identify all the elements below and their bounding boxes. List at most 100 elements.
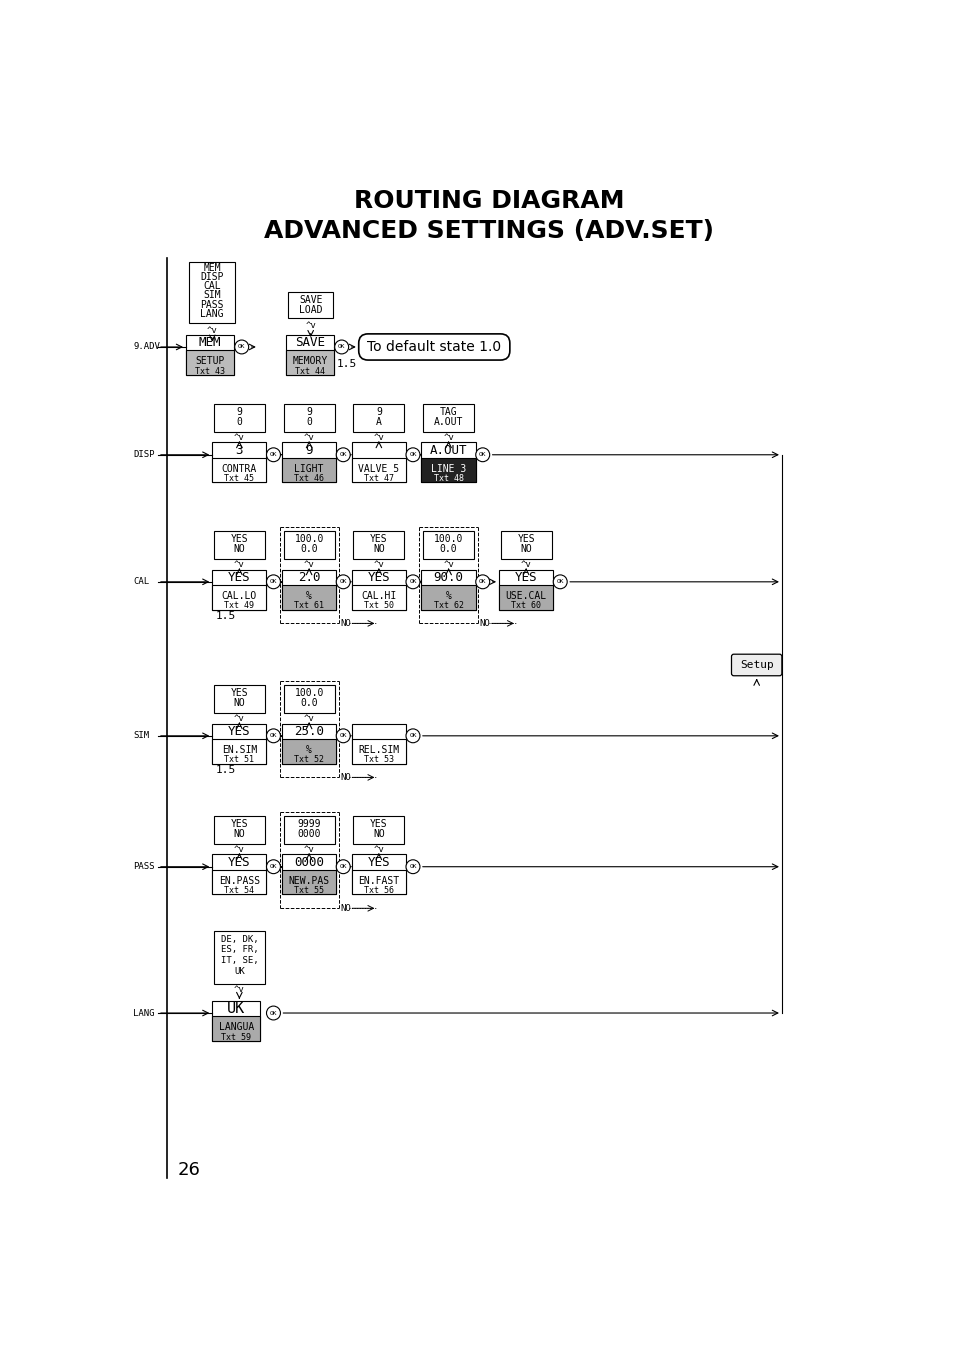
Text: REL.SIM: REL.SIM [358,745,399,755]
Text: OK: OK [409,452,416,457]
Bar [421,585,476,609]
Text: YES: YES [517,534,535,543]
Text: ^v: ^v [233,714,245,724]
Bar [213,931,265,983]
Text: %: % [306,745,312,755]
Text: LANG: LANG [133,1009,154,1018]
Text: ^v: ^v [233,561,245,569]
Circle shape [476,574,489,589]
Text: NEW.PAS: NEW.PAS [288,876,330,886]
Bar [186,335,233,375]
Text: ^v: ^v [374,561,384,569]
Text: ^v: ^v [303,714,314,724]
Text: 90.0: 90.0 [434,570,463,584]
Text: Txt 60: Txt 60 [511,601,540,611]
Text: 2.0: 2.0 [297,570,320,584]
Text: A.OUT: A.OUT [434,417,463,428]
Circle shape [266,448,280,461]
Bar [283,531,335,558]
Text: MEM: MEM [198,336,221,348]
Text: SAVE: SAVE [294,336,325,348]
Text: YES: YES [231,819,248,829]
Text: LANGUA: LANGUA [218,1022,253,1032]
Text: Txt 49: Txt 49 [224,601,254,611]
Bar [352,870,406,894]
Text: OK: OK [478,580,486,584]
Text: SAVE: SAVE [298,295,322,305]
Text: A.OUT: A.OUT [430,444,467,457]
Bar [282,457,335,483]
Bar [286,335,334,375]
Text: OK: OK [409,733,416,738]
Text: ^v: ^v [233,433,245,443]
Text: CAL: CAL [203,281,221,291]
Circle shape [335,729,350,742]
Text: 0000: 0000 [294,855,324,869]
Bar [352,585,406,609]
Bar [282,724,335,764]
Text: UK: UK [227,1001,245,1015]
Text: 3: 3 [235,444,243,457]
Text: OK: OK [339,733,347,738]
Text: Setup: Setup [739,660,773,670]
Text: CAL: CAL [133,577,150,586]
Text: 1.5: 1.5 [216,765,236,775]
Circle shape [406,729,419,742]
Text: LINE 3: LINE 3 [431,464,466,473]
Text: Txt 62: Txt 62 [434,601,463,611]
Text: Txt 56: Txt 56 [363,886,394,896]
Text: 100.0: 100.0 [294,687,323,698]
Text: MEMORY: MEMORY [292,356,327,366]
Bar [352,457,406,483]
Text: EN.FAST: EN.FAST [358,876,399,886]
Text: EN.SIM: EN.SIM [221,745,256,755]
Text: ^v: ^v [374,433,384,443]
Bar [213,404,265,432]
Text: 9: 9 [306,406,312,417]
Text: Txt 47: Txt 47 [363,475,394,483]
Text: OK: OK [270,580,277,584]
Text: IT, SE,: IT, SE, [220,956,258,966]
Bar [422,531,474,558]
Text: Txt 48: Txt 48 [434,475,463,483]
Text: To default state 1.0: To default state 1.0 [367,340,501,354]
Text: NO: NO [373,545,384,554]
Text: 0: 0 [306,417,312,428]
Text: ES, FR,: ES, FR, [220,946,258,955]
Text: 0.0: 0.0 [439,545,456,554]
Text: 9: 9 [375,406,381,417]
Text: CAL.LO: CAL.LO [221,590,256,601]
Text: YES: YES [228,570,251,584]
Text: 9: 9 [305,444,313,457]
Bar [189,261,235,323]
Text: NO: NO [233,830,245,839]
Text: SETUP: SETUP [195,356,224,366]
Text: Txt 51: Txt 51 [224,756,254,764]
Text: Txt 50: Txt 50 [363,601,394,611]
Text: A: A [375,417,381,428]
Text: ADVANCED SETTINGS (ADV.SET): ADVANCED SETTINGS (ADV.SET) [264,219,713,242]
Text: NO: NO [519,545,532,554]
Bar [352,443,406,483]
Bar [212,854,266,894]
Circle shape [476,448,489,461]
Bar [421,457,476,483]
Bar [213,685,265,713]
Text: EN.PASS: EN.PASS [218,876,259,886]
Text: CONTRA: CONTRA [221,464,256,473]
Text: OK: OK [270,865,277,869]
Bar [353,404,404,432]
Text: OK: OK [237,344,245,350]
Text: Txt 55: Txt 55 [294,886,324,896]
Text: Txt 44: Txt 44 [294,367,325,375]
Text: OK: OK [556,580,563,584]
FancyBboxPatch shape [358,334,509,360]
Bar [282,585,335,609]
Text: OK: OK [409,865,416,869]
Text: DISP: DISP [200,272,224,282]
FancyBboxPatch shape [731,654,781,675]
Bar [498,569,553,609]
Text: 1.5: 1.5 [216,611,236,620]
Bar [213,816,265,843]
Text: VALVE 5: VALVE 5 [358,464,399,473]
